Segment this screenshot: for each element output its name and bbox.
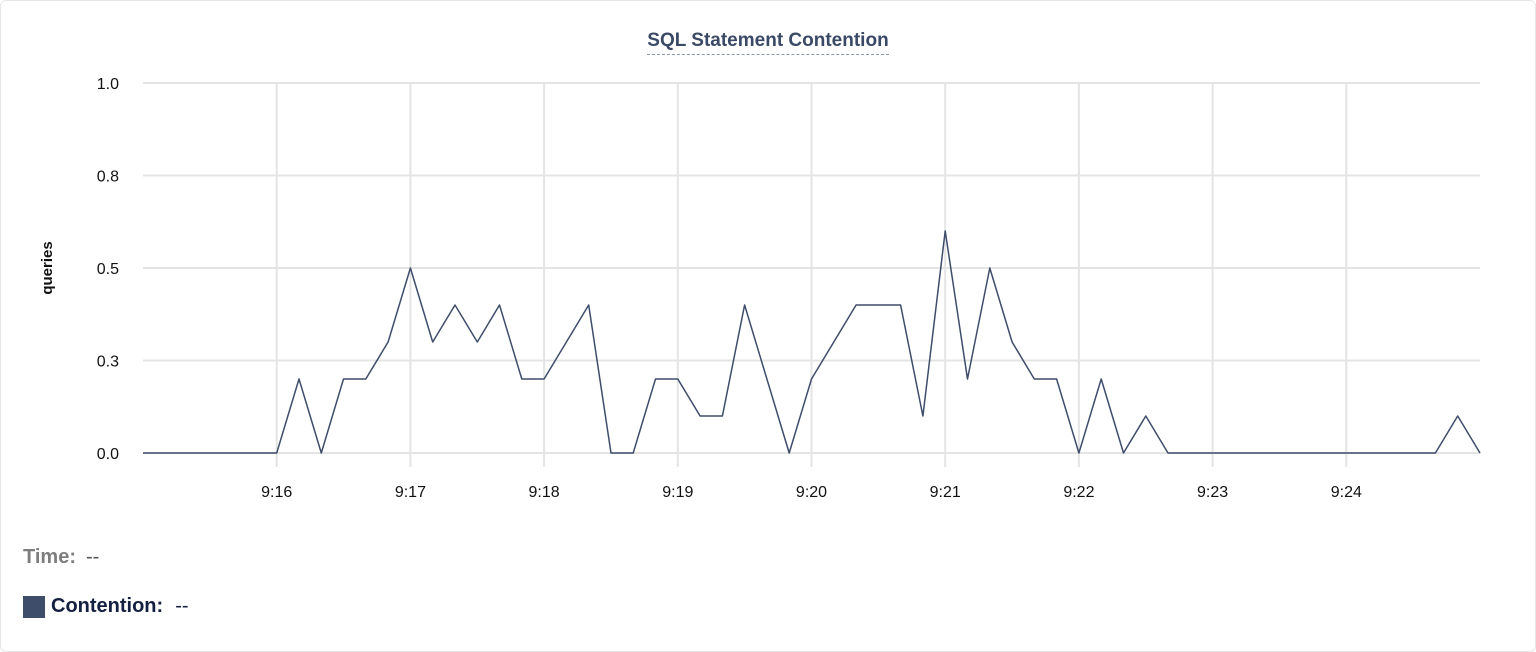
legend-time: Time: --: [23, 546, 99, 569]
x-tick-label: 9:23: [1197, 484, 1228, 501]
series-label: Contention:: [51, 595, 164, 617]
x-tick-label: 9:20: [796, 484, 827, 501]
y-tick-label: 1.0: [97, 76, 119, 93]
series-color-swatch: [23, 595, 45, 618]
x-tick-label: 9:16: [261, 484, 292, 501]
y-axis-label: queries: [39, 241, 56, 294]
y-tick-label: 0.5: [97, 261, 119, 278]
x-tick-label: 9:17: [395, 484, 426, 501]
x-tick-label: 9:18: [529, 484, 560, 501]
x-tick-label: 9:22: [1063, 484, 1094, 501]
x-tick-label: 9:19: [662, 484, 693, 501]
x-tick-label: 9:21: [930, 484, 961, 501]
time-label: Time:: [23, 546, 76, 568]
y-tick-label: 0.8: [97, 169, 119, 186]
legend-series: Contention: --: [23, 595, 189, 618]
time-value: --: [85, 546, 100, 568]
x-tick-label: 9:24: [1331, 484, 1362, 501]
series-value: --: [175, 595, 189, 617]
chart-title-text[interactable]: SQL Statement Contention: [647, 30, 889, 55]
y-tick-label: 0.3: [97, 354, 119, 371]
y-tick-label: 0.0: [97, 446, 119, 463]
chart-title[interactable]: SQL Statement Contention: [0, 30, 1536, 55]
